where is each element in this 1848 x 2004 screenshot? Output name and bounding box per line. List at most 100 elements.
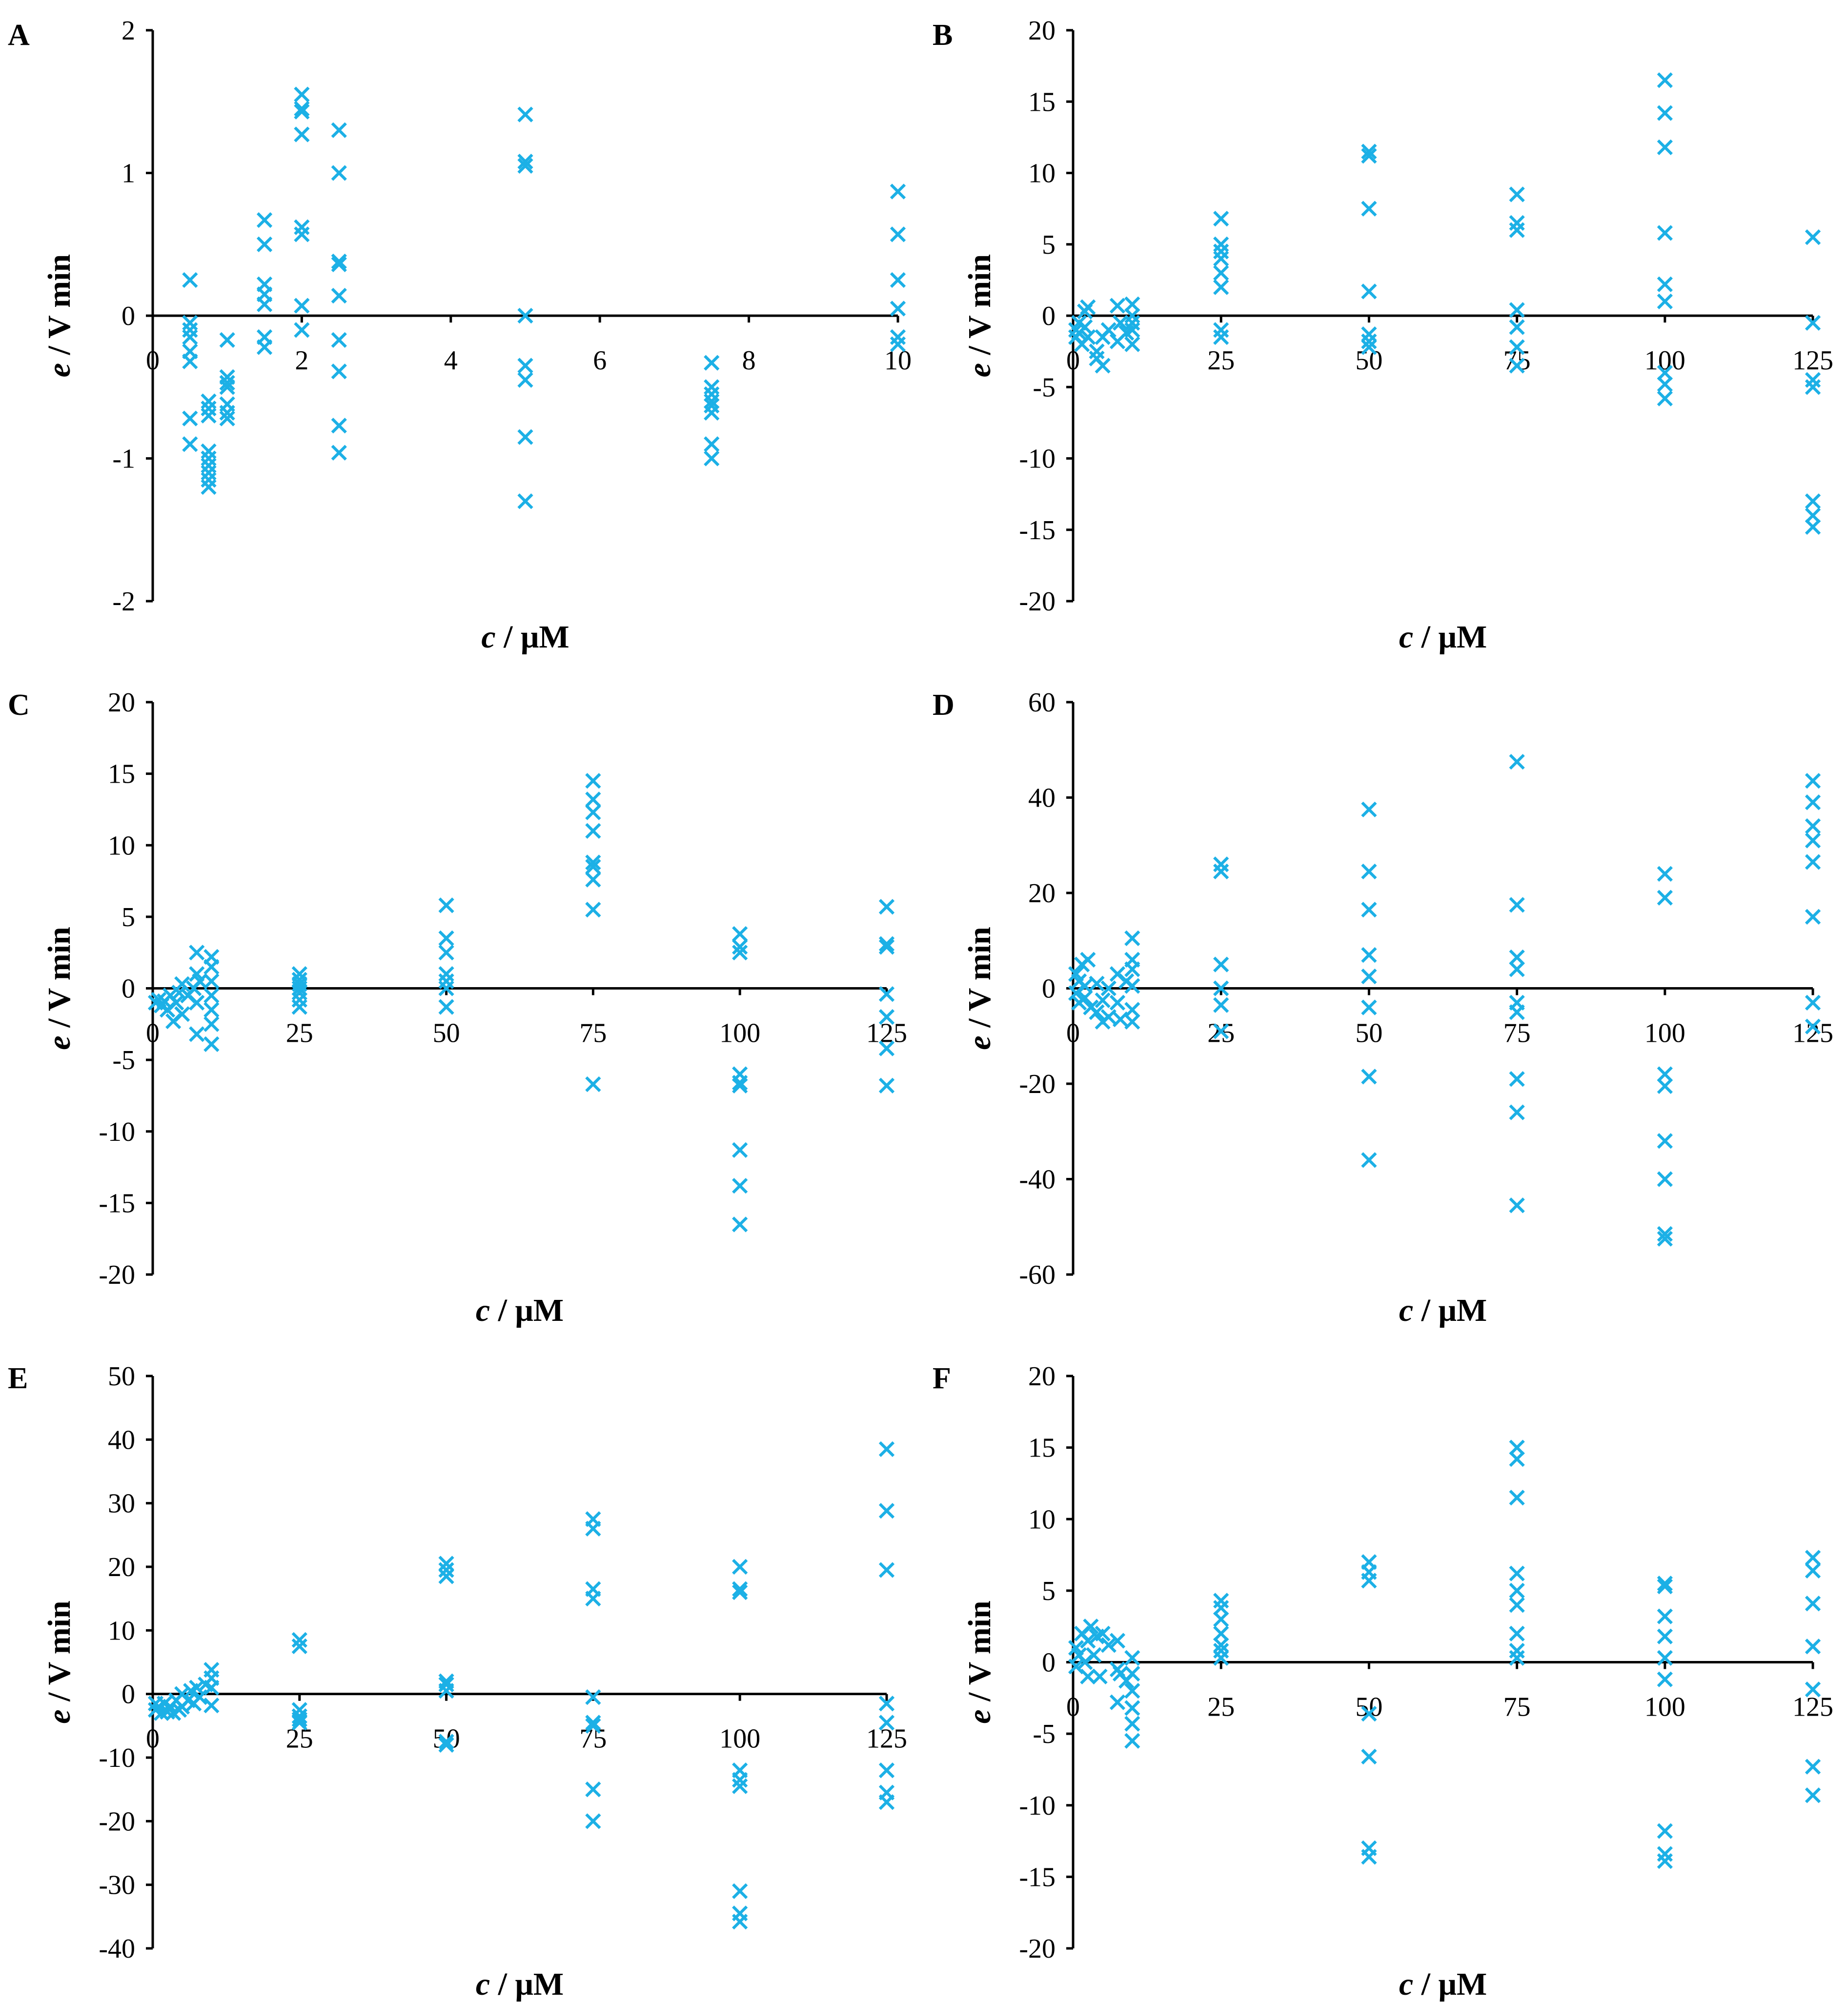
x-tick-label: 75 (579, 1018, 607, 1049)
x-tick-label: 10 (884, 345, 912, 376)
data-point (291, 980, 307, 996)
y-tick-label: 5 (122, 902, 135, 932)
x-tick-label: 100 (1645, 1018, 1686, 1049)
data-point (438, 1676, 454, 1693)
data-point (732, 1142, 748, 1158)
x-axis-title: c / μM (1399, 619, 1487, 655)
data-point (1077, 978, 1093, 994)
data-point (182, 436, 198, 452)
panel-c: C c / μM e / V min -20 -15 -10 -5 0 5 10 15 20 0 2… (8, 688, 907, 1328)
data-point (878, 1441, 895, 1457)
data-point (585, 823, 601, 839)
data-point (1509, 339, 1525, 355)
data-point (203, 1680, 220, 1696)
data-point (438, 1556, 454, 1572)
y-tick-label: -20 (99, 1806, 135, 1837)
y-tick-label: 2 (122, 16, 135, 46)
data-point (517, 106, 533, 122)
data-point (294, 226, 310, 243)
y-tick-label: -40 (99, 1934, 135, 1964)
data-point (1509, 302, 1525, 318)
data-point (192, 973, 208, 989)
data-point (1805, 1787, 1821, 1803)
y-tick-label: -40 (1019, 1165, 1056, 1195)
x-tick-label: 75 (1503, 1018, 1531, 1049)
data-point (732, 1559, 748, 1575)
x-tick-label: 50 (433, 1724, 460, 1754)
data-point (1657, 1823, 1673, 1839)
data-point (704, 405, 720, 421)
data-point (732, 1178, 748, 1194)
data-point (1213, 236, 1229, 252)
data-point (878, 1503, 895, 1519)
y-tick-label: -20 (1019, 1069, 1056, 1099)
data-point (890, 336, 906, 352)
y-tick-label: 10 (108, 830, 135, 861)
data-point (1509, 222, 1525, 238)
data-point (1092, 1668, 1108, 1684)
data-point (878, 939, 895, 955)
data-point (1112, 1011, 1129, 1028)
data-point (704, 450, 720, 466)
data-point (1509, 358, 1525, 374)
data-point (517, 429, 533, 445)
data-point (1213, 210, 1229, 227)
data-point (1077, 990, 1093, 1006)
data-point (1657, 293, 1673, 309)
data-point (189, 945, 205, 961)
data-point (732, 945, 748, 961)
y-tick-label: -2 (112, 587, 135, 617)
data-point (1124, 1716, 1140, 1732)
data-point (1361, 801, 1377, 818)
y-axis-title: e / V min (41, 927, 77, 1050)
data-point (1805, 832, 1821, 849)
data-point (1109, 994, 1126, 1011)
data-point (438, 973, 454, 989)
data-point (1509, 949, 1525, 966)
data-point (1213, 856, 1229, 872)
data-point (438, 980, 454, 996)
data-point (174, 1006, 190, 1022)
x-axis-title: c / μM (476, 1966, 564, 2002)
data-point (1361, 968, 1377, 985)
data-point (1213, 265, 1229, 281)
data-point (438, 1683, 454, 1699)
data-point (1100, 980, 1117, 996)
x-tick-label: 4 (444, 345, 458, 376)
data-point (1509, 1104, 1525, 1120)
data-point (585, 1718, 601, 1734)
data-point (174, 976, 190, 992)
data-point (1805, 1759, 1821, 1775)
data-point (585, 1689, 601, 1705)
panel-letter: D (933, 688, 954, 722)
y-axis-title: e / V min (41, 1600, 77, 1723)
data-point (219, 375, 235, 391)
data-point (732, 1581, 748, 1597)
data-point (1805, 1550, 1821, 1566)
data-point (1361, 339, 1377, 355)
x-axis-title: c / μM (1399, 1966, 1487, 2002)
data-point (1124, 1700, 1140, 1716)
data-point (1124, 336, 1140, 352)
data-point (294, 126, 310, 142)
x-tick-label: 25 (1207, 345, 1235, 376)
data-point (331, 363, 347, 380)
data-point (732, 926, 748, 942)
data-point (517, 307, 533, 324)
y-tick-label: 40 (1028, 783, 1056, 813)
x-tick-label: 125 (1792, 1692, 1833, 1722)
data-point (732, 1772, 748, 1788)
x-axis-title: c / μM (476, 1293, 564, 1328)
data-point (294, 86, 310, 102)
data-point (1100, 1637, 1117, 1653)
data-point (1361, 999, 1377, 1015)
data-point (1657, 1078, 1673, 1094)
data-point (585, 902, 601, 918)
data-point (1213, 279, 1229, 295)
data-point (182, 322, 198, 338)
data-point (438, 966, 454, 982)
data-point (1509, 1625, 1525, 1641)
data-point (1213, 243, 1229, 260)
data-point (1509, 961, 1525, 977)
data-point (438, 1734, 454, 1750)
